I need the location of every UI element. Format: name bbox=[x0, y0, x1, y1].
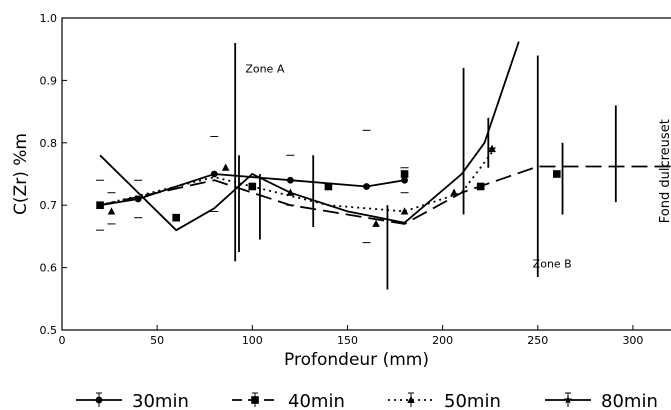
x-tick-label: 150 bbox=[337, 334, 358, 347]
data-point-50min bbox=[400, 207, 409, 215]
y-tick-label: 0.8 bbox=[40, 137, 58, 150]
data-point-50min bbox=[450, 188, 458, 196]
series-line-30min bbox=[99, 173, 405, 207]
data-point-40min bbox=[96, 201, 104, 209]
data-point-80min bbox=[487, 144, 497, 153]
data-point-40min bbox=[400, 170, 409, 178]
legend-label: 80min bbox=[601, 391, 658, 410]
annotations: Zone A Zone B Fond dulcreuset bbox=[245, 62, 671, 270]
legend-label: 50min bbox=[444, 391, 501, 410]
data-point-50min bbox=[286, 188, 295, 196]
plot-frame bbox=[61, 17, 671, 331]
x-tick-label: 300 bbox=[622, 334, 643, 347]
x-tick-label: 50 bbox=[150, 334, 164, 347]
axis-ticks: 0 50 100 150 200 250 300 0.5 0.6 0.7 0.8 0.9 1.0 bbox=[40, 12, 644, 347]
data-point-40min bbox=[248, 182, 257, 191]
data-point-40min bbox=[553, 170, 561, 178]
data-point-30min bbox=[286, 176, 294, 184]
data-point-40min bbox=[476, 182, 485, 191]
legend-marker bbox=[95, 396, 103, 404]
x-tick-label: 100 bbox=[242, 334, 263, 347]
data-point-30min bbox=[401, 176, 408, 184]
data-point-30min bbox=[363, 183, 370, 190]
legend-label: 30min bbox=[132, 391, 189, 410]
x-axis-title: Profondeur (mm) bbox=[284, 350, 429, 370]
data-point-40min bbox=[324, 182, 333, 191]
legend-label: 40min bbox=[288, 391, 345, 410]
legend: 30min 40min 50min 80min bbox=[76, 391, 658, 410]
y-tick-label: 0.6 bbox=[40, 262, 58, 275]
data-point-30min bbox=[134, 195, 142, 203]
x-tick-label: 200 bbox=[432, 334, 453, 347]
plot-area bbox=[96, 41, 671, 290]
data-point-50min bbox=[372, 219, 380, 227]
annotation-label: Zone B bbox=[533, 258, 572, 271]
x-tick-label: 0 bbox=[59, 334, 66, 347]
fit-line-solid bbox=[99, 41, 520, 232]
data-point-30min bbox=[210, 170, 218, 178]
annotation-label: Fond dulcreuset bbox=[658, 119, 671, 223]
legend-marker bbox=[407, 395, 415, 403]
legend-marker bbox=[251, 396, 259, 404]
data-point-40min bbox=[172, 213, 180, 222]
fit-line-dotted bbox=[99, 151, 493, 213]
y-tick-label: 0.5 bbox=[40, 324, 58, 337]
data-point-50min bbox=[107, 207, 116, 215]
y-tick-label: 1.0 bbox=[40, 12, 58, 25]
data-point-50min bbox=[221, 163, 230, 171]
y-axis-title: C(Zr) %m bbox=[11, 133, 31, 215]
legend-marker bbox=[563, 395, 573, 404]
fit-line-dashed bbox=[99, 165, 671, 225]
annotation-label: Zone A bbox=[245, 62, 285, 75]
y-tick-label: 0.7 bbox=[40, 199, 58, 212]
x-tick-label: 250 bbox=[527, 334, 548, 347]
y-tick-label: 0.9 bbox=[40, 74, 58, 87]
